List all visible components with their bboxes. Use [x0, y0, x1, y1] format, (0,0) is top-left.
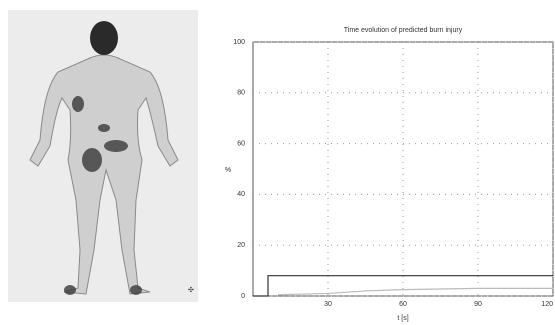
cursor-icon: ✣ [188, 286, 194, 294]
y-tick-label: 80 [237, 90, 245, 97]
body-model: ✣ [8, 10, 198, 302]
y-tick-label: 20 [237, 242, 245, 249]
x-tick-label: 30 [324, 301, 332, 308]
series-line [277, 287, 553, 296]
y-axis-label: % [225, 167, 231, 174]
x-axis-label: t [s] [397, 315, 408, 322]
series-line [253, 275, 553, 297]
head [90, 21, 118, 55]
chart-title: Time evolution of predicted burn injury [344, 27, 463, 34]
x-tick-label: 90 [474, 301, 482, 308]
burn-areas [64, 96, 142, 295]
y-tick-label: 40 [237, 191, 245, 198]
y-tick-label: 60 [237, 140, 245, 147]
x-tick-label: 60 [399, 301, 407, 308]
chart: Time evolution of predicted burn injury … [225, 27, 554, 322]
y-tick-label: 100 [233, 39, 245, 46]
x-tick-label: 120 [541, 301, 553, 308]
y-tick-label: 0 [241, 293, 245, 300]
